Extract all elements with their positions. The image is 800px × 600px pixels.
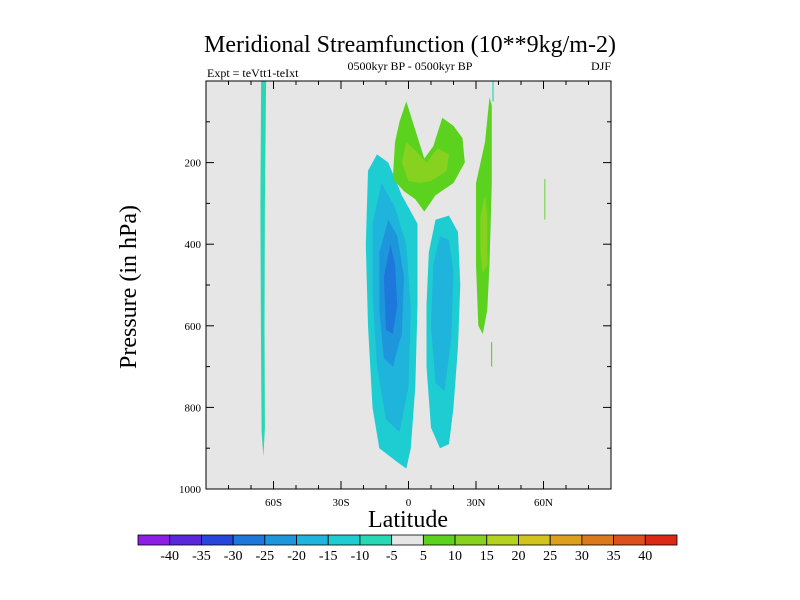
- contour-region-upper-positive: [392, 101, 465, 212]
- colorbar-label: 30: [575, 549, 589, 564]
- contour-region-sliver-60n: [544, 178, 546, 220]
- colorbar-swatch: [581, 534, 614, 546]
- center-subtitle: 0500kyr BP - 0500kyr BP: [348, 59, 473, 73]
- colorbar-label: 10: [448, 549, 462, 564]
- colorbar-swatch: [264, 534, 297, 546]
- x-tick-label: 0: [406, 497, 412, 509]
- colorbar-label: -5: [386, 549, 398, 564]
- y-tick-label: 1000: [179, 484, 202, 496]
- colorbar-swatch: [422, 534, 456, 546]
- contour-region-band-60s: [260, 81, 267, 457]
- colorbar-swatch: [518, 534, 551, 546]
- chart-title: Meridional Streamfunction (10**9kg/m-2): [204, 32, 616, 58]
- y-tick-label: 400: [185, 239, 202, 251]
- y-tick-label: 600: [185, 321, 202, 333]
- colorbar-swatch: [486, 534, 519, 546]
- colorbar-label: -15: [319, 549, 338, 564]
- colorbar-label: -25: [255, 549, 274, 564]
- y-tick-label: 200: [185, 158, 202, 170]
- colorbar-label: -40: [160, 549, 179, 564]
- x-tick-label: 30N: [467, 497, 486, 509]
- colorbar-label: 35: [607, 549, 621, 564]
- colorbar-swatch: [327, 534, 361, 546]
- colorbar-swatch: [201, 534, 234, 546]
- colorbar-label: -35: [192, 549, 211, 564]
- y-tick-label: 800: [185, 402, 202, 414]
- contour-region-cell-tropics-mid: [431, 236, 454, 392]
- colorbar-label: -30: [224, 549, 243, 564]
- colorbar-swatch: [454, 534, 488, 546]
- colorbar-swatch: [169, 534, 202, 546]
- colorbar-swatch: [644, 534, 678, 546]
- colorbar-swatch: [359, 534, 393, 546]
- x-tick-label: 60N: [534, 497, 553, 509]
- x-axis-label: Latitude: [368, 507, 448, 533]
- right-subtitle: DJF: [591, 59, 611, 73]
- colorbar-label: 25: [543, 549, 557, 564]
- y-axis-label: Pressure (in hPa): [116, 205, 142, 369]
- colorbar-label: 20: [511, 549, 525, 564]
- colorbar-swatch: [549, 534, 583, 546]
- left-subtitle: Expt = teVtt1-teIxt: [207, 66, 299, 80]
- colorbar-label: 5: [420, 549, 427, 564]
- colorbar-swatch: [296, 534, 329, 546]
- contour-region-upper-positive-inner: [401, 142, 449, 183]
- colorbar-label: 40: [638, 549, 652, 564]
- contour-region-cell-south-core: [383, 244, 398, 334]
- colorbar-label: -20: [287, 549, 306, 564]
- colorbar-label: 15: [480, 549, 494, 564]
- contour-region-band-30n-inner: [480, 195, 488, 273]
- colorbar-swatch: [613, 534, 646, 546]
- contour-region-sliver-30n: [491, 342, 493, 367]
- colorbar-label: -10: [351, 549, 370, 564]
- colorbar-swatch: [232, 534, 266, 546]
- contour-region-sliver-30n-top: [492, 81, 494, 102]
- x-tick-label: 30S: [332, 497, 349, 509]
- colorbar-swatch: [137, 534, 171, 546]
- x-tick-label: 60S: [265, 497, 282, 509]
- colorbar-swatch: [391, 534, 424, 546]
